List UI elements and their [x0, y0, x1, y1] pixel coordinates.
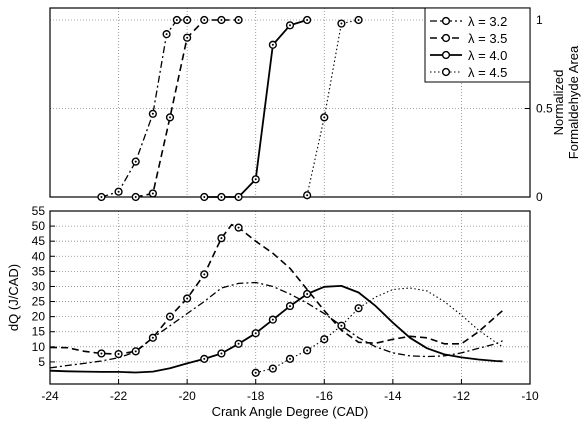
legend-swatch-marker: [441, 67, 451, 77]
legend-entry-label: λ = 3.5: [468, 31, 507, 46]
legend-entry-label: λ = 3.2: [468, 14, 507, 29]
bottom-series-3-marker-center: [271, 367, 274, 370]
top-series-0-marker-center: [165, 33, 168, 36]
top-series-0-marker-center: [134, 160, 137, 163]
bottom-series-1-marker-center: [151, 336, 154, 339]
bottom-series-3-marker-center: [357, 307, 360, 310]
x-tick-label: -22: [110, 389, 128, 403]
top-series-1-marker-center: [151, 192, 154, 195]
top-series-1-marker-center: [169, 116, 171, 119]
bottom-y-tick-label: 45: [32, 234, 46, 248]
bottom-y-tick-label: 5: [38, 355, 45, 369]
legend: λ = 3.2 λ = 3.5 λ = 4.0 λ = 4.5: [424, 7, 531, 83]
top-series-0-marker-center: [100, 196, 103, 198]
x-tick-label: -10: [521, 389, 539, 403]
top-series-0-marker-center: [117, 190, 120, 193]
bottom-y-tick-label: 30: [32, 279, 46, 293]
top-y-tick-label: 1: [536, 13, 543, 27]
bottom-series-1-marker-center: [220, 237, 223, 240]
legend-swatch-marker: [441, 50, 451, 60]
top-series-line-0: [101, 19, 188, 198]
bottom-series-3-marker-center: [254, 371, 257, 374]
bottom-series-1-marker-center: [186, 297, 189, 300]
bottom-series-3-marker-center: [323, 338, 326, 341]
bottom-series-line-3: [255, 287, 503, 374]
top-series-2-marker-center: [254, 178, 257, 181]
bottom-y-tick-label: 40: [32, 249, 46, 263]
bottom-series-line-1: [49, 223, 504, 355]
top-series-1-marker-center: [186, 36, 189, 39]
legend-swatch-marker: [441, 16, 451, 26]
bottom-y-tick-label: 50: [32, 219, 46, 233]
bottom-y-tick-label: 20: [32, 310, 46, 324]
bottom-series-2-marker-center: [203, 357, 206, 360]
bottom-series-line-0: [49, 281, 503, 369]
top-series-1-marker-center: [220, 19, 223, 21]
bottom-series-2-marker-center: [289, 305, 291, 308]
bottom-y-tick-label: 15: [32, 325, 46, 339]
x-tick-label: -24: [41, 389, 59, 403]
x-tick-label: -18: [247, 389, 265, 403]
top-series-2-marker-center: [203, 196, 206, 198]
x-tick-label: -16: [316, 389, 334, 403]
bottom-y-tick-label: 55: [32, 204, 46, 218]
top-y-axis-title: Normalized: [551, 70, 566, 136]
top-series-1-marker-center: [134, 196, 137, 198]
bottom-series-1-marker-center: [117, 353, 120, 356]
bottom-y-tick-label: 35: [32, 264, 46, 278]
bottom-series-2-marker-center: [220, 352, 223, 355]
top-series-2-marker-center: [220, 196, 223, 198]
x-tick-label: -12: [453, 389, 471, 403]
top-series-2-marker-center: [237, 196, 240, 198]
bottom-series-1-marker-center: [203, 273, 206, 276]
top-series-2-marker-center: [271, 43, 274, 46]
top-series-0-marker-center: [175, 19, 178, 21]
bottom-y-tick-label: 10: [32, 340, 46, 354]
top-series-1-marker-center: [237, 19, 240, 21]
x-tick-label: -14: [384, 389, 402, 403]
top-y-tick-label: 0.5: [536, 102, 553, 116]
bottom-series-2-marker-center: [271, 318, 274, 321]
bottom-y-tick-label: 25: [32, 295, 46, 309]
bottom-series-3-marker-center: [340, 324, 343, 327]
top-series-0-marker-center: [151, 112, 154, 115]
bottom-series-2-marker-center: [306, 293, 309, 295]
top-y-axis-title: Formaldehyde Area: [566, 45, 581, 159]
x-tick-label: -20: [178, 389, 196, 403]
top-series-0-marker-center: [186, 19, 189, 21]
bottom-series-3-marker-center: [306, 349, 309, 352]
bottom-series-2-marker-center: [254, 332, 257, 335]
top-series-2-marker-center: [289, 24, 291, 27]
bottom-series-1-marker-center: [134, 350, 137, 353]
top-series-2-marker-center: [306, 19, 309, 21]
top-series-line-3: [306, 19, 359, 196]
bottom-y-axis-title: dQ (J/CAD): [6, 264, 21, 331]
bottom-series-1-marker-center: [169, 315, 171, 318]
bottom-series-3-marker-center: [289, 357, 291, 360]
top-y-tick-label: 0: [536, 190, 543, 204]
top-series-3-marker-center: [323, 116, 326, 119]
legend-entry-label: λ = 4.5: [468, 65, 507, 80]
bottom-series-1-marker-center: [237, 226, 240, 229]
top-series-3-marker-center: [340, 22, 343, 25]
top-series-1-marker-center: [203, 19, 206, 21]
bottom-series-2-marker-center: [237, 342, 240, 345]
bottom-plot-frame: [49, 210, 531, 385]
x-axis-title: Crank Angle Degree (CAD): [212, 404, 369, 419]
legend-swatch-marker: [441, 33, 451, 43]
legend-entry-label: λ = 4.0: [468, 48, 507, 63]
top-plot-frame: [49, 7, 531, 198]
bottom-series-line-2: [49, 284, 503, 374]
top-series-3-marker-center: [357, 19, 360, 21]
bottom-series-1-marker-center: [100, 352, 103, 355]
top-series-3-marker-center: [306, 194, 309, 197]
